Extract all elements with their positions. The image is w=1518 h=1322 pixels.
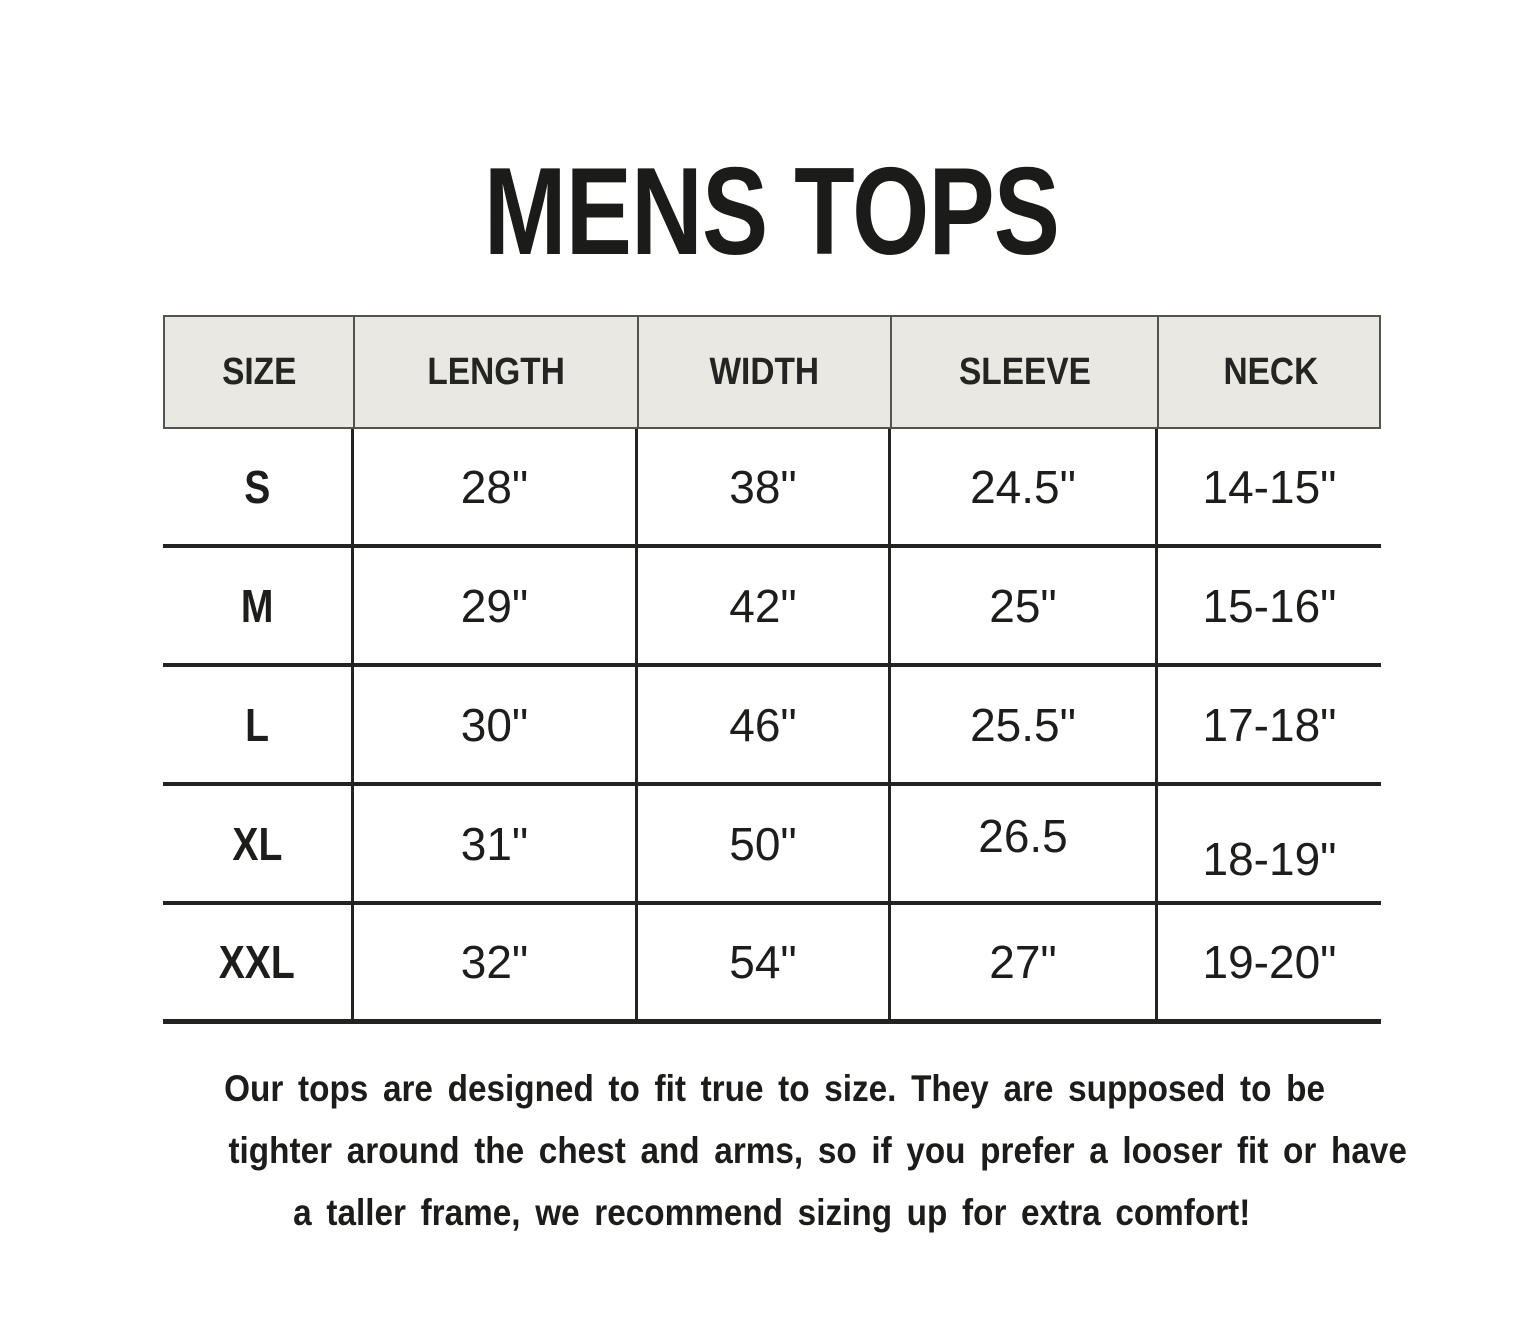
cell-neck: 18-19" — [1155, 786, 1381, 901]
cell-width: 54" — [635, 905, 888, 1019]
cell-neck: 19-20" — [1155, 905, 1381, 1019]
table-row: L 30" 46" 25.5" 17-18" — [163, 667, 1381, 786]
header-cell-length: LENGTH — [353, 317, 637, 427]
table-row: S 28" 38" 24.5" 14-15" — [163, 429, 1381, 548]
header-cell-width: WIDTH — [637, 317, 890, 427]
fit-note-line: tighter around the chest and arms, so if… — [228, 1130, 1407, 1171]
cell-sleeve: 27" — [888, 905, 1155, 1019]
cell-width: 38" — [635, 429, 888, 544]
cell-width: 50" — [635, 786, 888, 901]
cell-sleeve: 26.5 — [888, 786, 1155, 901]
cell-length: 31" — [351, 786, 635, 901]
cell-sleeve: 25" — [888, 548, 1155, 663]
fit-note-line: a taller frame, we recommend sizing up f… — [293, 1192, 1251, 1233]
fit-note: Our tops are designed to fit true to siz… — [163, 1062, 1407, 1248]
cell-size: L — [245, 698, 269, 751]
cell-width: 46" — [635, 667, 888, 782]
cell-length: 29" — [351, 548, 635, 663]
cell-sleeve: 24.5" — [888, 429, 1155, 544]
cell-width: 42" — [635, 548, 888, 663]
page-title: MENS TOPS — [163, 150, 1381, 274]
table-row: XL 31" 50" 26.5 18-19" — [163, 786, 1381, 905]
header-cell-neck: NECK — [1157, 317, 1383, 427]
size-table: SIZE LENGTH WIDTH SLEEVE NECK S 28" 38" … — [163, 315, 1381, 1024]
cell-length: 32" — [351, 905, 635, 1019]
page-title-text: MENS TOPS — [484, 143, 1060, 281]
table-row: XXL 32" 54" 27" 19-20" — [163, 905, 1381, 1024]
cell-neck: 14-15" — [1155, 429, 1381, 544]
cell-size: XXL — [218, 936, 296, 988]
cell-length: 30" — [351, 667, 635, 782]
table-row: M 29" 42" 25" 15-16" — [163, 548, 1381, 667]
header-cell-sleeve: SLEEVE — [890, 317, 1157, 427]
fit-note-line: Our tops are designed to fit true to siz… — [224, 1068, 1325, 1109]
table-header-row: SIZE LENGTH WIDTH SLEEVE NECK — [163, 315, 1381, 429]
cell-size: S — [243, 460, 271, 513]
cell-length: 28" — [351, 429, 635, 544]
header-cell-size: SIZE — [221, 350, 297, 393]
cell-sleeve: 25.5" — [888, 667, 1155, 782]
cell-size: XL — [232, 817, 282, 870]
cell-size: M — [240, 579, 274, 632]
cell-neck: 17-18" — [1155, 667, 1381, 782]
cell-neck: 15-16" — [1155, 548, 1381, 663]
